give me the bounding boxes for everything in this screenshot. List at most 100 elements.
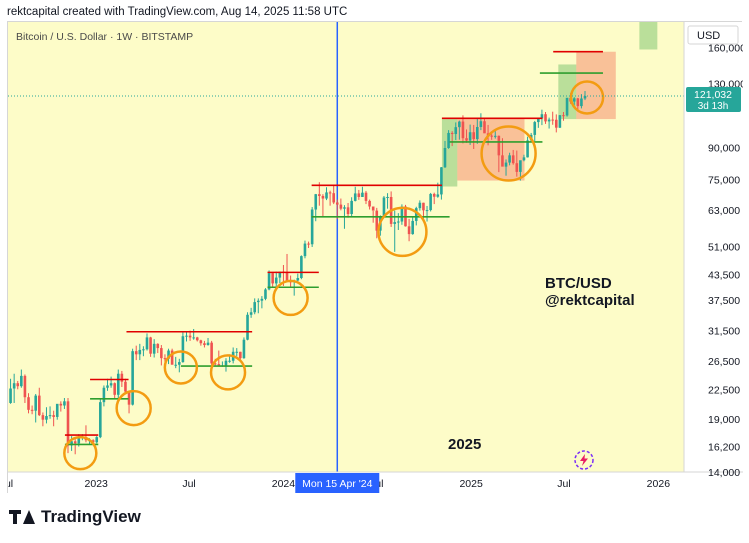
price-tick-label: 75,000 — [708, 174, 740, 186]
price-chart[interactable]: 160,000130,00090,00075,00063,00051,00043… — [5, 22, 746, 494]
candle-body — [443, 148, 447, 168]
candle-body — [537, 118, 540, 123]
candle-body — [131, 351, 134, 405]
candle-body — [558, 115, 562, 128]
price-tick-label: 90,000 — [708, 143, 740, 155]
candle-body — [235, 351, 239, 353]
levels-layer — [64, 50, 603, 446]
attribution-text: rektcapital created with TradingView.com… — [7, 6, 348, 18]
candle-body — [206, 342, 210, 346]
candle-body — [271, 273, 274, 284]
candle-body — [303, 243, 307, 257]
time-tick-label: 2026 — [647, 478, 671, 490]
candle-body — [397, 221, 400, 223]
candle-body — [192, 337, 195, 339]
candle-body — [461, 121, 465, 139]
zone-red-1 — [457, 119, 525, 181]
annotation-btcusd: BTC/USD — [545, 275, 612, 292]
candle-body — [493, 135, 497, 137]
crosshair-date-badge — [295, 473, 380, 493]
candle-body — [195, 337, 199, 341]
candle-body — [73, 441, 77, 444]
time-tick-label: 2023 — [85, 478, 109, 490]
candle-body — [436, 194, 440, 197]
candle-body — [285, 272, 289, 282]
last-price-badge — [686, 86, 741, 112]
candle-body — [127, 391, 131, 405]
candle-body — [346, 207, 350, 214]
candle-body — [350, 200, 353, 214]
circles-layer — [63, 80, 605, 471]
candles-layer — [9, 91, 587, 455]
candle-body — [562, 115, 565, 117]
candle-body — [318, 194, 321, 196]
candle-body — [91, 440, 95, 443]
candle-body — [256, 300, 260, 303]
candle-body — [353, 193, 357, 201]
candle-body — [160, 348, 163, 359]
candle-body — [375, 210, 379, 231]
candle-body — [307, 243, 310, 245]
currency-box[interactable] — [687, 25, 739, 45]
time-tick-label: Jul — [557, 478, 570, 490]
highlight-circle — [480, 125, 537, 182]
candle-body — [253, 302, 257, 313]
candle-body — [314, 194, 318, 210]
price-tick-label: 19,000 — [708, 414, 740, 426]
candle-body — [134, 351, 138, 355]
candle-body — [386, 196, 389, 198]
candle-body — [178, 362, 181, 365]
time-tick-label: ul — [8, 478, 13, 490]
candle-body — [479, 121, 483, 127]
candle-body — [361, 192, 364, 197]
candle-body — [526, 140, 529, 158]
price-tick-label: 14,000 — [708, 467, 740, 479]
candle-body — [27, 397, 30, 410]
candle-body — [210, 342, 213, 364]
highlight-circle — [115, 389, 152, 427]
candle-body — [77, 437, 81, 444]
candle-body — [267, 273, 271, 290]
highlight-circle — [569, 80, 605, 115]
candle-body — [357, 193, 361, 197]
candle-body — [213, 363, 217, 365]
candle-body — [224, 360, 228, 366]
candle-body — [12, 383, 16, 389]
price-tick-label: 16,200 — [708, 442, 740, 454]
candle-body — [188, 335, 192, 338]
candle-body — [264, 289, 267, 299]
annotation-handle: @rektcapital — [545, 292, 635, 309]
candle-body — [63, 401, 66, 406]
candle-body — [149, 337, 152, 354]
price-tick-label: 51,000 — [708, 242, 740, 254]
candle-body — [422, 202, 425, 211]
price-tick-label: 43,500 — [708, 269, 740, 281]
candle-body — [515, 163, 519, 172]
lightning-icon[interactable] — [574, 450, 594, 470]
candle-body — [572, 98, 576, 102]
price-tick-label: 22,500 — [708, 384, 740, 396]
candle-body — [246, 314, 249, 340]
candle-body — [106, 385, 109, 388]
candle-body — [30, 409, 34, 411]
candle-body — [163, 358, 167, 360]
candle-body — [274, 277, 278, 284]
candle-body — [501, 155, 504, 167]
candle-body — [393, 222, 397, 224]
candle-body — [414, 208, 418, 221]
candle-body — [260, 298, 264, 301]
candle-body — [138, 349, 142, 355]
candle-body — [368, 200, 371, 207]
candle-body — [310, 209, 314, 245]
candle-body — [16, 383, 20, 387]
candle-body — [371, 206, 375, 211]
crosshair-date-label: Mon 15 Apr '24 — [302, 478, 372, 490]
candle-body — [120, 373, 124, 382]
candle-body — [203, 343, 206, 346]
chart-frame[interactable]: 160,000 130,000 90,000 75,000 63,000 51,000 43… — [5, 21, 746, 494]
candle-body — [450, 132, 454, 135]
candle-body — [490, 135, 493, 137]
candle-body — [468, 132, 472, 141]
candle-body — [199, 340, 203, 344]
candle-body — [300, 256, 303, 279]
